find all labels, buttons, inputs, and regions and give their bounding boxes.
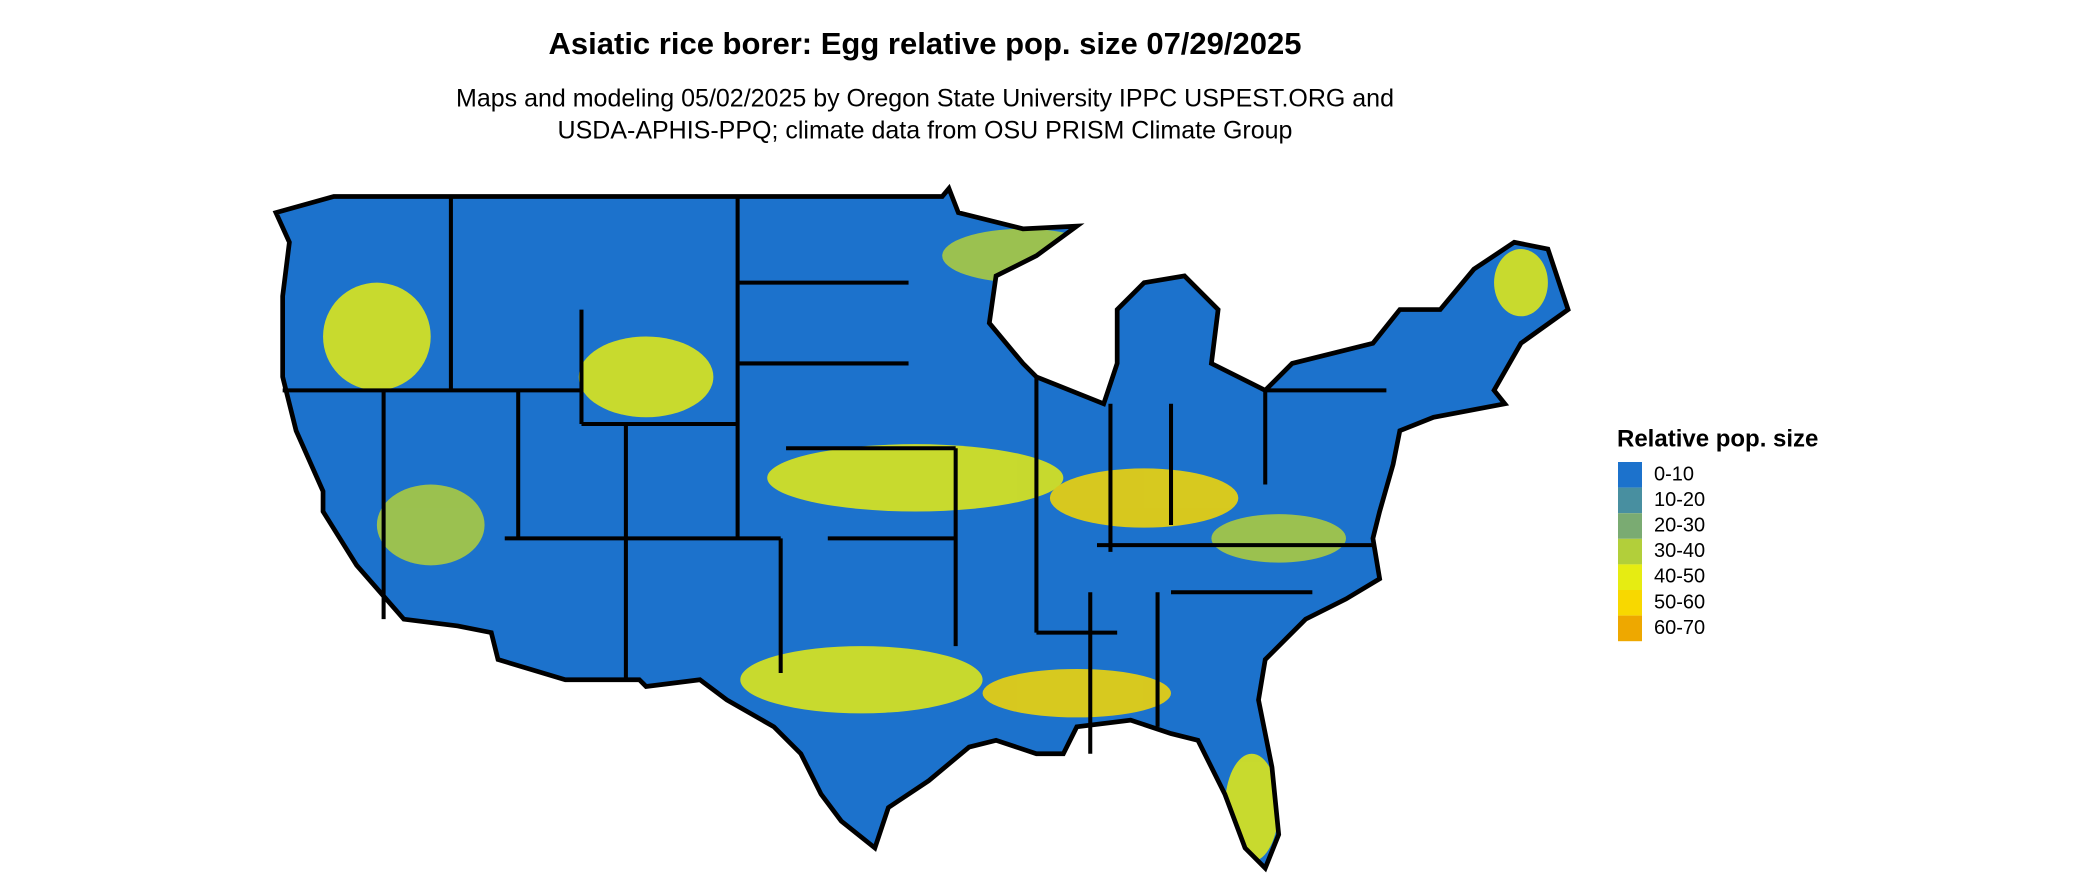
hotspot <box>376 484 485 566</box>
legend-label: 10-20 <box>1654 489 1705 511</box>
hotspot <box>323 282 431 391</box>
legend-label: 50-60 <box>1654 591 1705 613</box>
hotspots <box>323 228 1548 862</box>
legend-swatch <box>1618 513 1642 539</box>
legend-swatch <box>1618 564 1642 590</box>
hotspot <box>1211 514 1346 563</box>
hotspot <box>1049 468 1239 528</box>
legend-swatch <box>1618 615 1642 642</box>
hotspot <box>1494 249 1548 317</box>
legend-label: 40-50 <box>1654 566 1705 588</box>
hotspot <box>942 228 1104 283</box>
state-border <box>282 196 1387 754</box>
title: Asiatic rice borer: Egg relative pop. si… <box>549 26 1302 61</box>
hotspot <box>740 646 983 714</box>
legend-label: 20-30 <box>1654 514 1705 536</box>
hotspot <box>578 336 714 418</box>
legend-label: 30-40 <box>1654 540 1705 562</box>
legend-label: 60-70 <box>1654 617 1705 639</box>
legend-swatch <box>1618 487 1642 514</box>
map <box>269 182 1575 889</box>
legend-title: Relative pop. size <box>1617 425 1818 452</box>
state-borders <box>282 196 1387 754</box>
legend-label: 0-10 <box>1654 463 1694 485</box>
legend-swatch <box>1618 590 1642 616</box>
legend: 0-10 10-20 20-30 30-40 40-50 50-60 60-70 <box>1618 462 1705 642</box>
legend-swatch <box>1618 462 1642 488</box>
hotspot <box>982 668 1172 718</box>
legend-swatch <box>1618 538 1642 565</box>
subtitle: Maps and modeling 05/02/2025 by Oregon S… <box>456 85 1394 113</box>
subtitle: USDA-APHIS-PPQ; climate data from OSU PR… <box>558 117 1293 145</box>
hotspot <box>767 444 1064 512</box>
